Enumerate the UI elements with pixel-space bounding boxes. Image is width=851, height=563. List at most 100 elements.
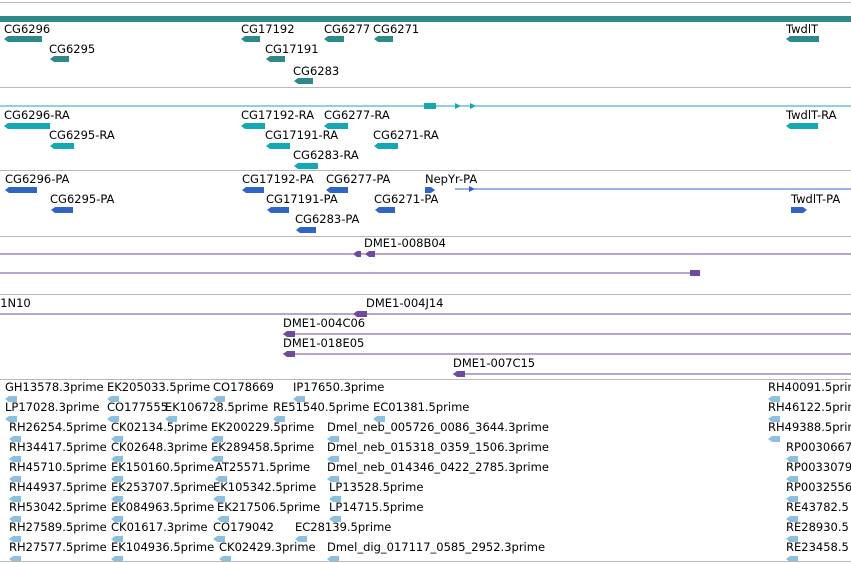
est-feature[interactable]	[111, 476, 123, 482]
protein-feature[interactable]	[375, 207, 395, 213]
est-feature[interactable]	[9, 536, 21, 542]
protein-feature[interactable]	[296, 227, 316, 233]
transcript-feature[interactable]	[241, 123, 265, 129]
gene-label: CG17191	[265, 42, 319, 56]
est-feature[interactable]	[295, 536, 307, 542]
protein-arrow[interactable]	[469, 186, 475, 192]
est-feature[interactable]	[213, 536, 225, 542]
est-feature[interactable]	[786, 516, 798, 522]
transcript-exon[interactable]	[424, 103, 436, 109]
bac-label: l1N10	[0, 296, 31, 310]
bac-label: DME1-007C15	[453, 356, 536, 370]
est-feature[interactable]	[111, 456, 123, 462]
est-feature[interactable]	[111, 556, 123, 562]
transcript-arrow[interactable]	[470, 103, 476, 109]
est-feature[interactable]	[9, 556, 21, 562]
protein-feature[interactable]	[267, 207, 289, 213]
est-feature[interactable]	[9, 516, 21, 522]
gene-feature[interactable]	[324, 36, 344, 42]
scale-bar[interactable]	[0, 16, 851, 22]
est-feature[interactable]	[786, 536, 798, 542]
est-label: EK105342.5prime	[213, 480, 317, 494]
est-feature[interactable]	[373, 416, 385, 422]
est-feature[interactable]	[329, 496, 341, 502]
est-feature[interactable]	[211, 436, 223, 442]
gene-feature[interactable]	[786, 36, 819, 42]
protein-feature[interactable]	[51, 207, 73, 213]
transcript-feature[interactable]	[294, 163, 318, 169]
est-feature[interactable]	[217, 516, 229, 522]
est-feature[interactable]	[786, 556, 798, 562]
est-feature[interactable]	[107, 416, 119, 422]
est-feature[interactable]	[768, 396, 780, 402]
protein-feature[interactable]	[326, 187, 348, 193]
est-label: LP14715.5prime	[329, 500, 424, 514]
gene-feature[interactable]	[241, 36, 260, 42]
gene-feature[interactable]	[374, 36, 393, 42]
est-feature[interactable]	[9, 476, 21, 482]
est-feature[interactable]	[273, 416, 285, 422]
est-feature[interactable]	[215, 476, 227, 482]
est-feature[interactable]	[111, 536, 123, 542]
est-feature[interactable]	[786, 476, 798, 482]
est-feature[interactable]	[786, 456, 798, 462]
est-feature[interactable]	[165, 416, 177, 422]
est-feature[interactable]	[329, 516, 341, 522]
transcript-feature[interactable]	[266, 143, 290, 149]
transcript-arrow[interactable]	[455, 103, 461, 109]
transcript-feature[interactable]	[786, 123, 818, 129]
est-label: RH34417.5prime	[9, 440, 107, 454]
est-feature[interactable]	[9, 436, 21, 442]
gene-feature[interactable]	[266, 56, 285, 62]
protein-feature[interactable]	[242, 187, 264, 193]
protein-feature[interactable]	[791, 207, 807, 213]
transcript-feature[interactable]	[4, 123, 50, 129]
est-feature[interactable]	[213, 396, 225, 402]
est-label: RH45710.5prime	[9, 460, 107, 474]
est-feature[interactable]	[213, 496, 225, 502]
est-feature[interactable]	[768, 436, 780, 442]
est-feature[interactable]	[111, 496, 123, 502]
bac-feature[interactable]	[283, 331, 295, 337]
est-feature[interactable]	[327, 456, 339, 462]
est-feature[interactable]	[293, 396, 305, 402]
protein-label: CG17192-PA	[242, 172, 314, 186]
transcript-feature[interactable]	[374, 143, 398, 149]
gene-feature[interactable]	[4, 36, 42, 42]
protein-feature[interactable]	[5, 187, 37, 193]
est-feature[interactable]	[786, 496, 798, 502]
est-feature[interactable]	[327, 476, 339, 482]
est-feature[interactable]	[327, 556, 339, 562]
bac-feature[interactable]	[353, 311, 367, 317]
bac-feature[interactable]	[690, 270, 700, 276]
est-label: LP17028.3prime	[5, 400, 100, 414]
est-label: Dmel_dig_017117_0585_2952.3prime	[327, 540, 546, 554]
est-label: RP0033079	[786, 460, 851, 474]
bac-feature[interactable]	[353, 251, 361, 257]
est-feature[interactable]	[327, 436, 339, 442]
gene-feature[interactable]	[50, 56, 69, 62]
bac-feature[interactable]	[283, 351, 295, 357]
est-feature[interactable]	[219, 556, 231, 562]
protein-feature[interactable]	[425, 187, 435, 193]
est-feature[interactable]	[768, 416, 780, 422]
transcript-feature[interactable]	[50, 143, 74, 149]
est-feature[interactable]	[107, 396, 119, 402]
gene-feature[interactable]	[294, 78, 313, 84]
bac-feature[interactable]	[453, 371, 465, 377]
gene-label: CG6277	[324, 22, 371, 36]
transcript-feature[interactable]	[324, 123, 348, 129]
est-feature[interactable]	[111, 516, 123, 522]
est-label: RH44937.5prime	[9, 480, 107, 494]
est-feature[interactable]	[9, 456, 21, 462]
bac-feature[interactable]	[365, 251, 375, 257]
est-label: Dmel_neb_014346_0422_2785.3prime	[327, 460, 549, 474]
est-feature[interactable]	[5, 416, 17, 422]
est-feature[interactable]	[111, 436, 123, 442]
est-label: RP0030667	[786, 440, 851, 454]
est-feature[interactable]	[211, 456, 223, 462]
est-feature[interactable]	[5, 396, 17, 402]
transcript-label: CG6295-RA	[49, 128, 115, 142]
est-feature[interactable]	[9, 496, 21, 502]
